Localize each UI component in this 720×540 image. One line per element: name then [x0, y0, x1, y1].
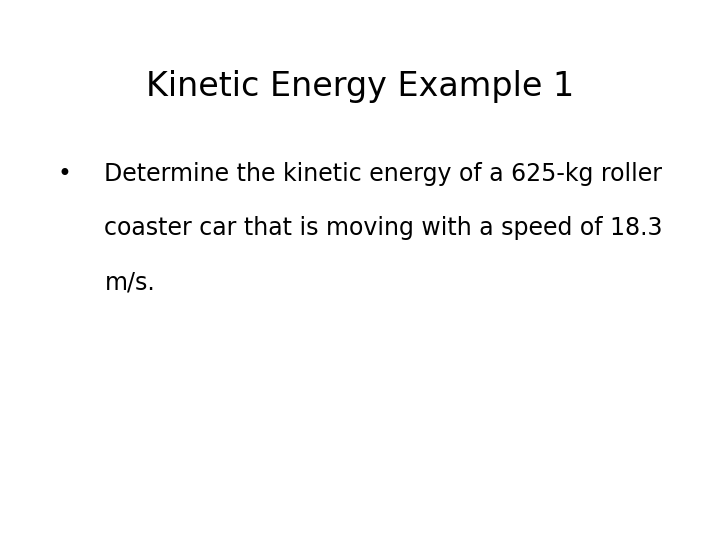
Text: m/s.: m/s. — [104, 270, 155, 294]
Text: coaster car that is moving with a speed of 18.3: coaster car that is moving with a speed … — [104, 216, 663, 240]
Text: Kinetic Energy Example 1: Kinetic Energy Example 1 — [146, 70, 574, 103]
Text: Determine the kinetic energy of a 625-kg roller: Determine the kinetic energy of a 625-kg… — [104, 162, 662, 186]
Text: •: • — [58, 162, 72, 186]
